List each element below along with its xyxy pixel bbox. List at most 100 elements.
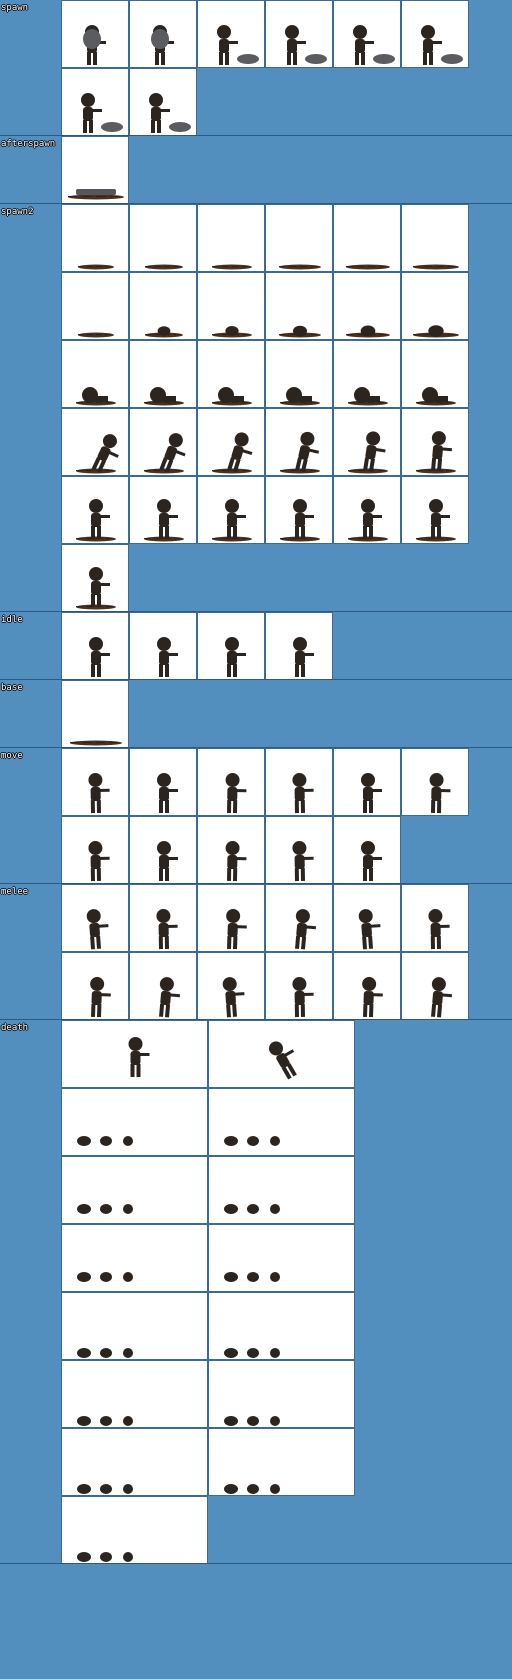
zombie-sprite-icon — [292, 977, 314, 1018]
zombie-sprite-icon — [224, 1272, 280, 1282]
zombie-sprite-icon — [225, 637, 246, 677]
section-divider — [0, 1563, 512, 1564]
frame-spawn2-1 — [61, 204, 129, 272]
frame-death-10 — [208, 1292, 355, 1360]
frame-spawn2-9 — [197, 272, 265, 340]
zombie-sprite-icon — [88, 773, 110, 814]
zombie-sprite-icon — [279, 264, 321, 270]
zombie-sprite-icon — [144, 387, 184, 406]
frame-idle-4 — [265, 612, 333, 680]
zombie-sprite-icon — [224, 1416, 280, 1426]
section-divider — [0, 611, 512, 612]
zombie-sprite-icon — [292, 773, 314, 814]
frame-spawn2-28 — [265, 476, 333, 544]
frame-death-4 — [208, 1088, 355, 1156]
frame-spawn2-16 — [265, 340, 333, 408]
frame-spawn2-2 — [129, 204, 197, 272]
section-label-spawn: spawn — [1, 3, 29, 13]
frame-spawn-5 — [333, 0, 401, 68]
frame-spawn2-8 — [129, 272, 197, 340]
frame-idle-2 — [129, 612, 197, 680]
frame-idle-3 — [197, 612, 265, 680]
section-base: base — [0, 680, 512, 748]
frame-spawn2-20 — [129, 408, 197, 476]
section-divider — [0, 747, 512, 748]
zombie-sprite-icon — [77, 1272, 133, 1282]
section-afterspawn: afterspawn — [0, 136, 512, 204]
frame-death-7 — [61, 1224, 208, 1292]
zombie-sprite-icon — [86, 909, 109, 950]
zombie-sprite-icon — [128, 1037, 150, 1077]
frame-spawn2-11 — [333, 272, 401, 340]
zombie-sprite-icon — [431, 977, 453, 1018]
frame-death-5 — [61, 1156, 208, 1224]
zombie-sprite-icon — [212, 387, 252, 406]
frame-move-10 — [265, 816, 333, 884]
zombie-sprite-icon — [217, 25, 259, 65]
frame-spawn2-23 — [333, 408, 401, 476]
zombie-sprite-icon — [212, 264, 252, 270]
zombie-sprite-icon — [77, 1348, 133, 1358]
zombie-sprite-icon — [78, 264, 114, 270]
frame-afterspawn-1 — [61, 136, 129, 204]
section-death: death — [0, 1020, 512, 1564]
zombie-sprite-icon — [144, 433, 186, 474]
frame-move-11 — [333, 816, 401, 884]
zombie-sprite-icon — [88, 841, 110, 882]
frame-death-15 — [61, 1496, 208, 1564]
zombie-sprite-icon — [280, 431, 320, 474]
zombie-sprite-icon — [212, 432, 253, 474]
frame-death-12 — [208, 1360, 355, 1428]
zombie-sprite-icon — [292, 841, 314, 882]
frame-spawn2-12 — [401, 272, 469, 340]
frame-spawn2-3 — [197, 204, 265, 272]
zombie-sprite-icon — [280, 387, 320, 406]
zombie-sprite-icon — [157, 773, 178, 813]
section-divider — [0, 135, 512, 136]
frame-spawn-4 — [265, 0, 333, 68]
frame-death-8 — [208, 1224, 355, 1292]
zombie-sprite-icon — [416, 431, 456, 474]
zombie-sprite-icon — [225, 841, 247, 882]
zombie-sprite-icon — [144, 499, 184, 542]
frame-spawn2-10 — [265, 272, 333, 340]
frame-idle-1 — [61, 612, 129, 680]
section-divider — [0, 1019, 512, 1020]
frame-melee-7 — [61, 952, 129, 1020]
zombie-sprite-icon — [348, 387, 388, 406]
frame-death-3 — [61, 1088, 208, 1156]
frame-spawn2-21 — [197, 408, 265, 476]
zombie-sprite-icon — [413, 264, 459, 270]
frame-spawn2-15 — [197, 340, 265, 408]
section-divider — [0, 883, 512, 884]
zombie-sprite-icon — [151, 25, 174, 65]
zombie-sprite-icon — [413, 325, 459, 338]
section-label-idle: idle — [1, 615, 23, 625]
frame-melee-3 — [197, 884, 265, 952]
zombie-sprite-icon — [224, 1136, 280, 1146]
zombie-sprite-icon — [285, 25, 327, 65]
zombie-sprite-icon — [361, 841, 382, 881]
frame-spawn-8 — [129, 68, 197, 136]
frame-melee-2 — [129, 884, 197, 952]
section-spawn2: spawn2 — [0, 204, 512, 612]
frame-melee-8 — [129, 952, 197, 1020]
frame-melee-9 — [197, 952, 265, 1020]
frame-spawn2-24 — [401, 408, 469, 476]
zombie-sprite-icon — [89, 637, 110, 677]
zombie-sprite-icon — [77, 1484, 133, 1494]
zombie-sprite-icon — [279, 325, 321, 338]
zombie-sprite-icon — [156, 909, 178, 950]
zombie-sprite-icon — [224, 1348, 280, 1358]
frame-death-6 — [208, 1156, 355, 1224]
zombie-sprite-icon — [77, 1204, 133, 1214]
zombie-sprite-icon — [222, 977, 245, 1018]
zombie-sprite-icon — [416, 387, 456, 406]
zombie-sprite-icon — [280, 499, 320, 542]
zombie-sprite-icon — [225, 773, 247, 814]
frame-death-11 — [61, 1360, 208, 1428]
zombie-sprite-icon — [145, 326, 183, 338]
zombie-sprite-icon — [295, 909, 317, 950]
frame-move-1 — [61, 748, 129, 816]
frame-spawn2-26 — [129, 476, 197, 544]
